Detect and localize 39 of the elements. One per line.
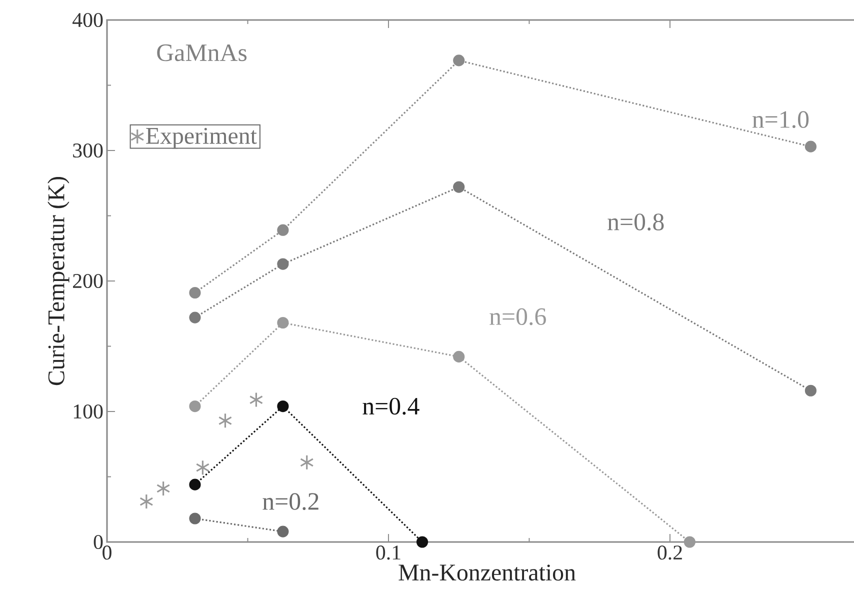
y-tick-label: 300 xyxy=(73,143,103,158)
point xyxy=(189,312,201,324)
series-label: n=0.4 xyxy=(362,398,420,415)
x-tick-label: 0.1 xyxy=(376,546,400,560)
point xyxy=(189,478,201,490)
point xyxy=(218,412,232,428)
point xyxy=(189,286,201,299)
y-tick-label: 100 xyxy=(74,404,103,419)
point xyxy=(300,454,314,470)
y-tick-label: 400 xyxy=(72,12,103,28)
point xyxy=(453,54,465,66)
point xyxy=(277,224,289,236)
y-axis-title: Curie-Temperatur (K) xyxy=(48,176,70,386)
point xyxy=(277,316,289,329)
series-label: n=0.8 xyxy=(608,214,664,230)
series-label: n=0.2 xyxy=(262,493,318,510)
y-tick-label: 0 xyxy=(94,534,103,550)
point xyxy=(453,350,465,362)
point xyxy=(140,494,154,510)
series-label: n=0.6 xyxy=(490,308,546,326)
x-axis-title: Mn-Konzentration xyxy=(398,564,576,581)
point xyxy=(804,140,817,152)
annotation: GaMnAs xyxy=(157,44,247,62)
point xyxy=(804,384,817,396)
point xyxy=(249,392,264,408)
point xyxy=(416,536,428,548)
point xyxy=(277,526,289,538)
series-label: n=1.0 xyxy=(752,111,809,128)
legend-label: Experiment xyxy=(146,128,257,149)
point xyxy=(156,480,170,496)
point xyxy=(189,512,201,524)
point xyxy=(277,400,289,412)
x-tick-label: 0.2 xyxy=(658,546,682,560)
point xyxy=(453,181,465,193)
point xyxy=(684,536,696,548)
y-tick-label: 200 xyxy=(73,274,103,288)
point xyxy=(196,460,210,476)
point xyxy=(189,400,201,412)
point xyxy=(277,258,289,270)
